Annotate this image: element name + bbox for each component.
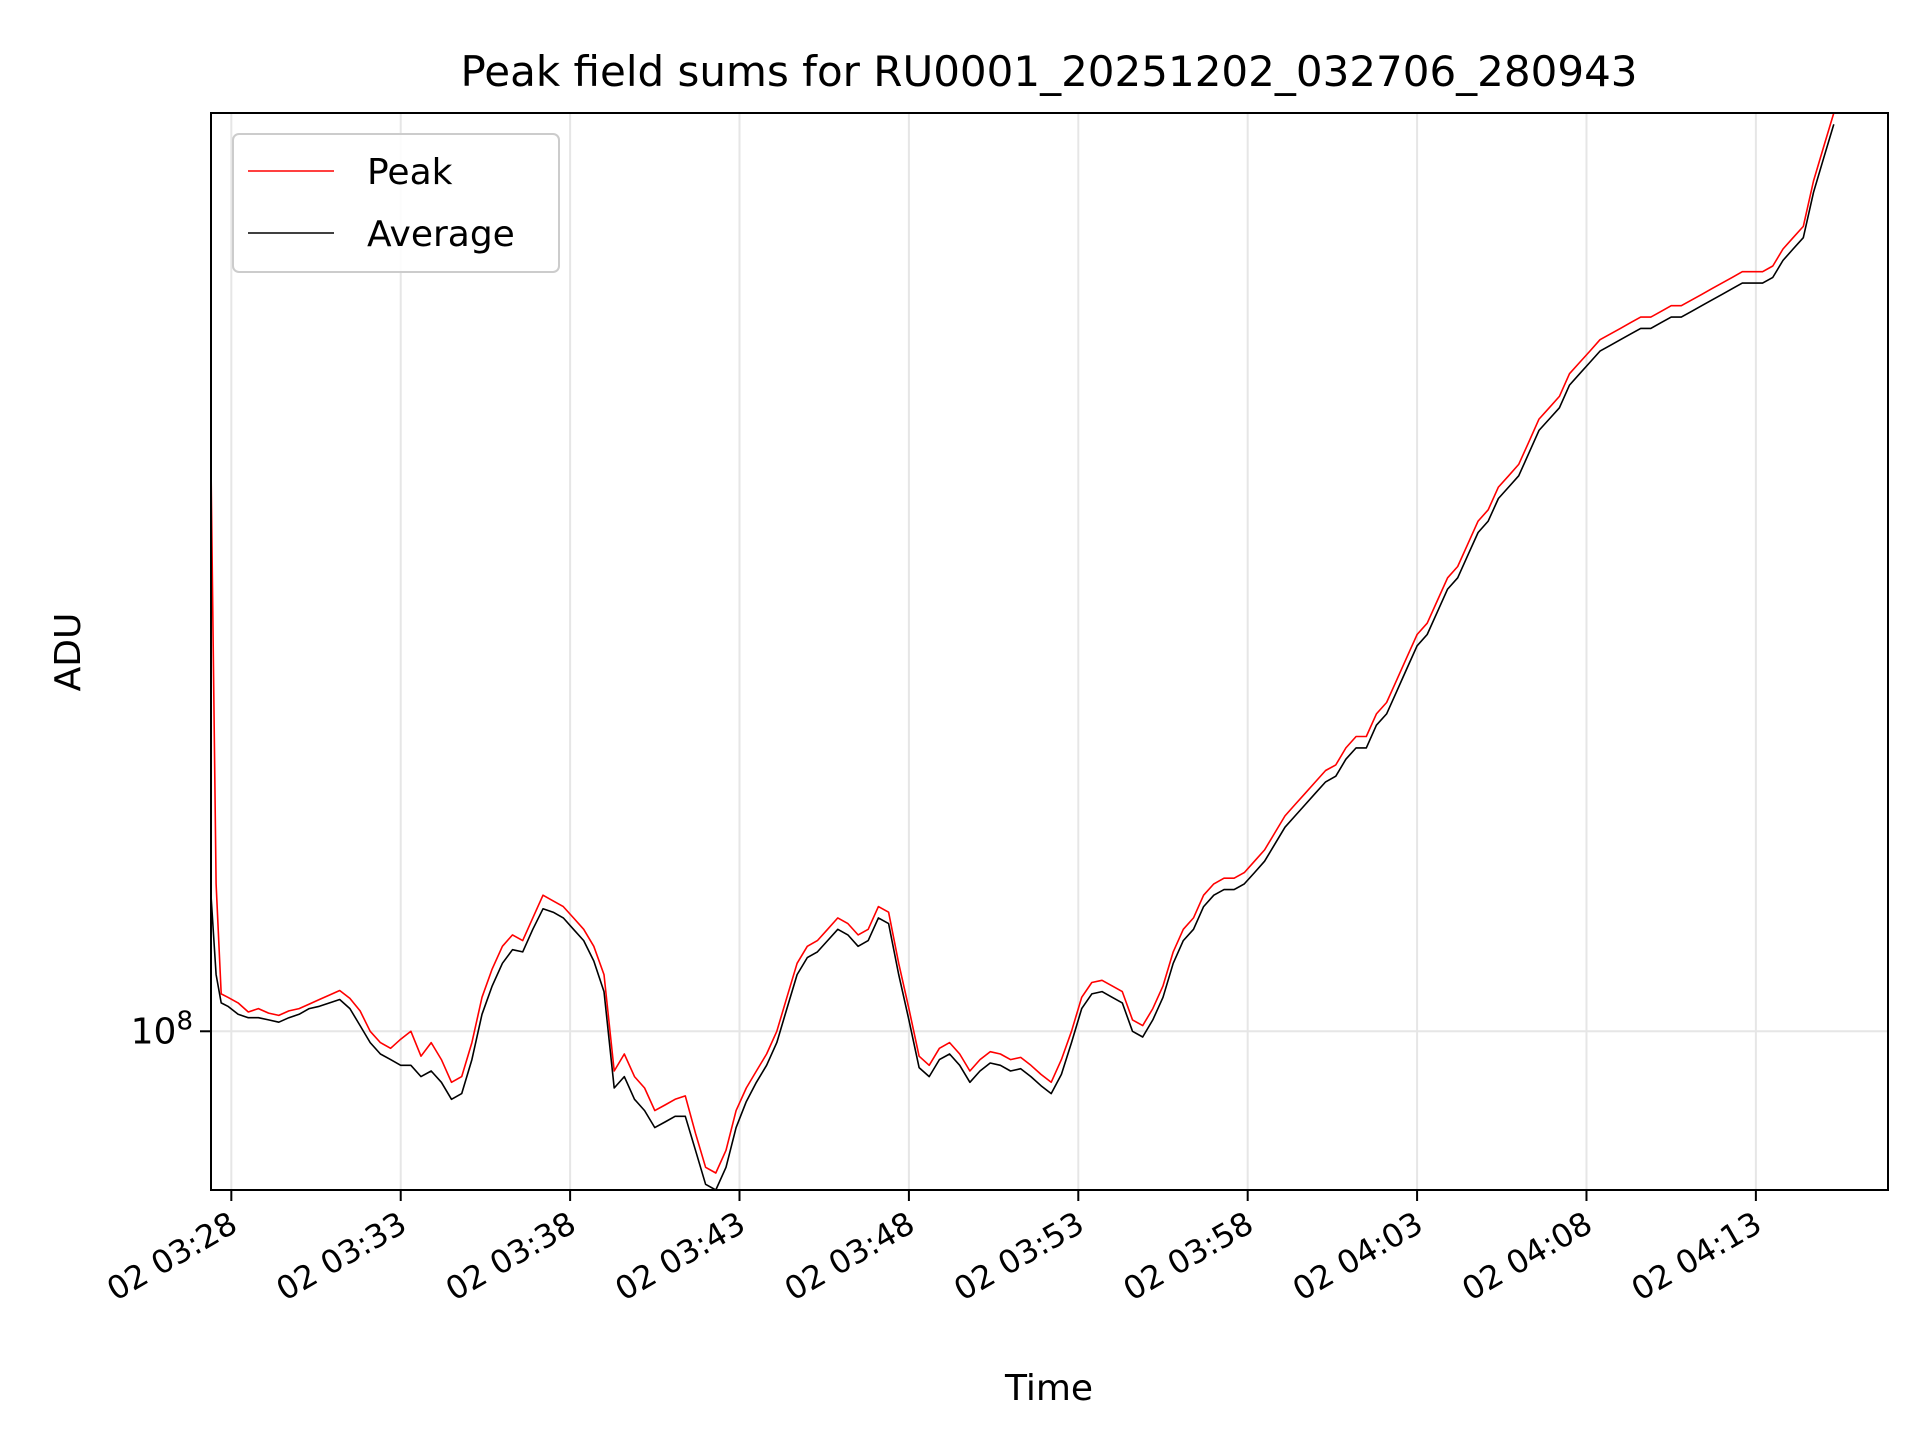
legend-average-label: Average [367,214,515,255]
y-tick-label-exponent: 8 [176,1006,193,1036]
series-line-average [211,124,1835,1190]
y-axis-ticks: 108 [131,1006,211,1052]
x-axis-label: Time [1004,1368,1093,1409]
series-line-peak [211,113,1835,1174]
chart-title: Peak field sums for RU0001_20251202_0327… [460,47,1637,96]
y-axis-label: ADU [48,613,89,692]
grid [211,113,1888,1190]
legend-box [232,133,560,273]
legend: Peak Average [232,133,560,273]
series [211,113,1835,1190]
y-tick-label-base: 10 [131,1011,177,1052]
legend-peak-label: Peak [367,152,453,193]
y-tick-label: 108 [131,1006,193,1052]
plot-frame [210,112,1889,1191]
